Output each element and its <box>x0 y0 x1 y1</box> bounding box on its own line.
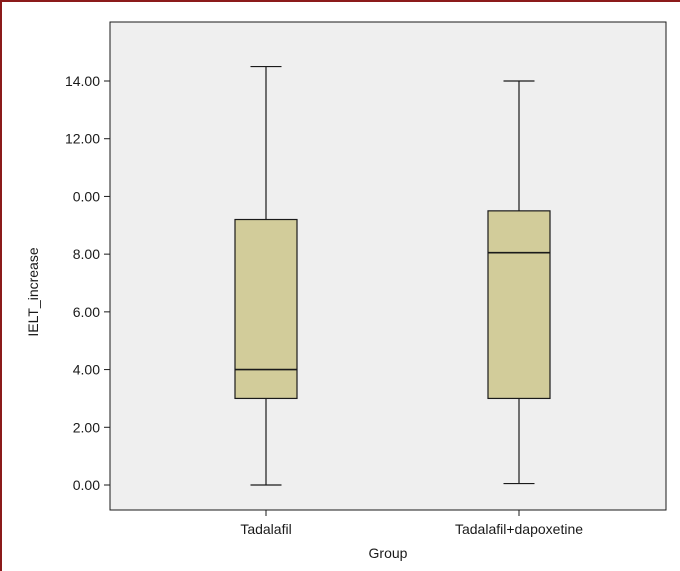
y-tick-label: 12.00 <box>65 131 100 147</box>
y-tick-label: 0.00 <box>73 188 100 204</box>
y-tick-label: 6.00 <box>73 304 100 320</box>
x-axis-title: Group <box>369 545 408 561</box>
y-tick-label: 0.00 <box>73 477 100 493</box>
y-tick-label: 14.00 <box>65 73 100 89</box>
plot-area <box>109 21 667 511</box>
box-2 <box>487 210 551 400</box>
x-tick-label: Tadalafil+dapoxetine <box>455 521 583 537</box>
box-1 <box>234 218 298 400</box>
x-axis: Tadalafil Tadalafil+dapoxetine <box>240 510 583 537</box>
y-tick-label: 2.00 <box>73 419 100 435</box>
y-tick-label: 4.00 <box>73 362 100 378</box>
y-axis-title: IELT_increase <box>25 247 41 336</box>
boxes <box>234 65 551 486</box>
y-tick-label: 8.00 <box>73 246 100 262</box>
x-tick-label: Tadalafil <box>240 521 291 537</box>
y-axis: 0.00 2.00 4.00 6.00 8.00 0.00 12.00 14.00 <box>65 73 110 493</box>
